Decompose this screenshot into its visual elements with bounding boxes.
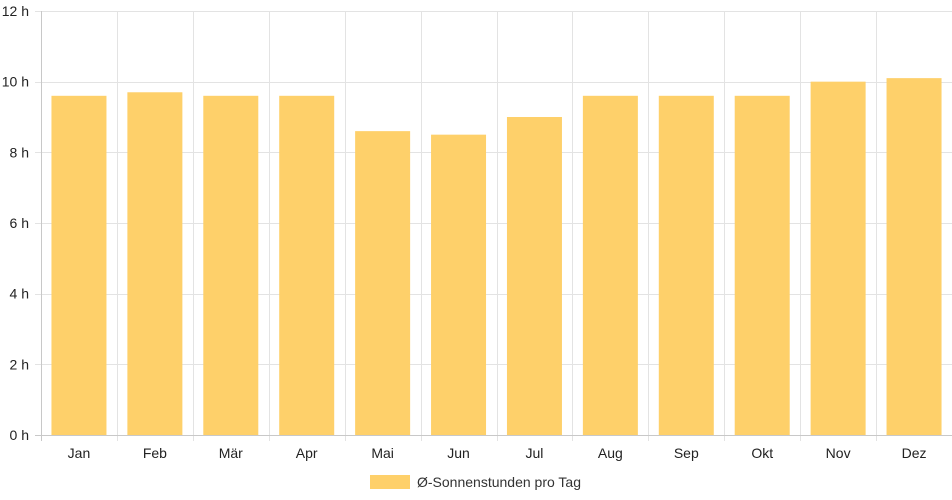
x-tick-label: Okt [751, 445, 773, 461]
y-tick-label: 4 h [10, 286, 29, 302]
x-tick-label: Apr [296, 445, 318, 461]
y-tick-label: 6 h [10, 215, 29, 231]
bar-nov [810, 81, 866, 436]
bars [51, 78, 942, 436]
bar-mär [203, 95, 259, 436]
x-tick-labels: Jan Feb Mär Apr Mai Jun Jul Aug Sep Okt Nov Dez [68, 445, 927, 461]
x-tick-label: Jun [447, 445, 470, 461]
y-tick-label: 12 h [2, 3, 29, 19]
bar-feb [127, 92, 183, 436]
x-tick-label: Jan [68, 445, 91, 461]
x-tick-label: Sep [674, 445, 699, 461]
grid [35, 11, 952, 441]
bar-okt [734, 95, 790, 436]
bar-aug [582, 95, 638, 436]
bar-jan [51, 95, 107, 436]
bar-mai [355, 131, 411, 435]
x-tick-label: Mai [371, 445, 394, 461]
x-tick-label: Mär [219, 445, 243, 461]
bar-jun [431, 134, 487, 435]
axes [35, 11, 952, 441]
bar-apr [279, 95, 335, 436]
bar-jul [506, 117, 562, 435]
x-tick-label: Aug [598, 445, 623, 461]
x-tick-label: Nov [826, 445, 851, 461]
x-tick-label: Dez [902, 445, 927, 461]
y-tick-label: 0 h [10, 427, 29, 443]
y-tick-label: 8 h [10, 144, 29, 160]
legend[interactable]: Ø-Sonnenstunden pro Tag [370, 474, 581, 490]
legend-swatch[interactable] [370, 475, 410, 489]
y-tick-labels: 0 h 2 h 4 h 6 h 8 h 10 h 12 h [2, 3, 29, 443]
y-tick-label: 2 h [10, 356, 29, 372]
x-tick-label: Jul [526, 445, 544, 461]
x-tick-label: Feb [143, 445, 167, 461]
y-tick-label: 10 h [2, 74, 29, 90]
legend-label[interactable]: Ø-Sonnenstunden pro Tag [417, 474, 581, 490]
bar-dez [886, 78, 942, 435]
bar-sep [658, 95, 714, 436]
